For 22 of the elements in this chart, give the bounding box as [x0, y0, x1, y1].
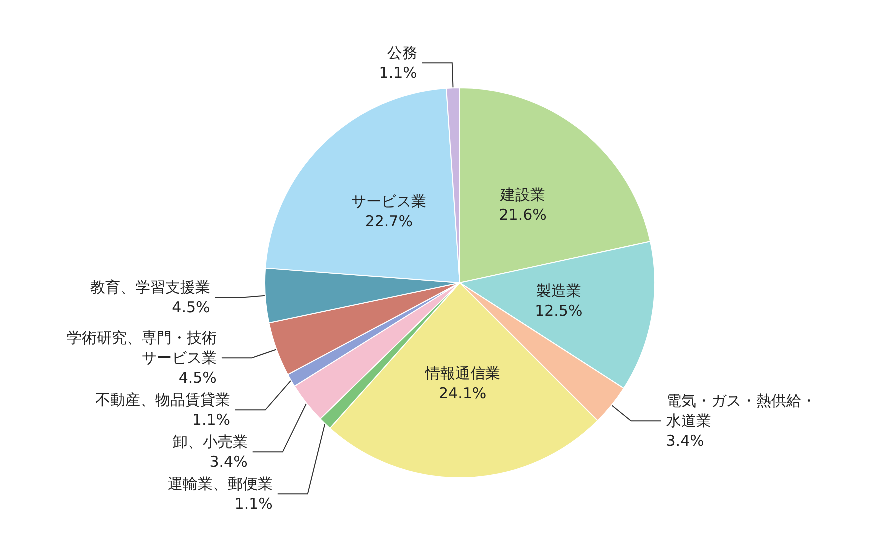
slice-label: 電気・ガス・熱供給・水道業: [666, 392, 816, 430]
data-label: 3.4%: [666, 432, 704, 450]
data-label: 1.1%: [192, 411, 231, 430]
data-label: 4.5%: [178, 369, 217, 388]
slice-label: 教育、学習支援業: [90, 278, 210, 297]
data-label: 22.7%: [365, 212, 413, 231]
data-label: 4.5%: [172, 298, 210, 317]
data-label: 21.6%: [499, 206, 547, 224]
data-label: 24.1%: [439, 384, 487, 402]
data-label: 12.5%: [535, 302, 583, 320]
slice-label: サービス業: [352, 192, 427, 211]
data-label: 1.1%: [234, 495, 273, 514]
slice-label: 公務: [387, 44, 418, 62]
data-label: 1.1%: [379, 64, 418, 82]
slice-label: 運輸業、郵便業: [168, 475, 273, 494]
slice-label: 製造業: [536, 282, 582, 300]
slice-label: 学術研究、専門・技術サービス業: [66, 329, 217, 368]
data-label: 3.4%: [210, 453, 248, 472]
slice-label: 情報通信業: [424, 364, 500, 382]
slice-label: 卸、小売業: [172, 433, 248, 452]
slice-label: 不動産、物品賃貸業: [96, 391, 231, 410]
slice-label: 建設業: [500, 186, 546, 204]
